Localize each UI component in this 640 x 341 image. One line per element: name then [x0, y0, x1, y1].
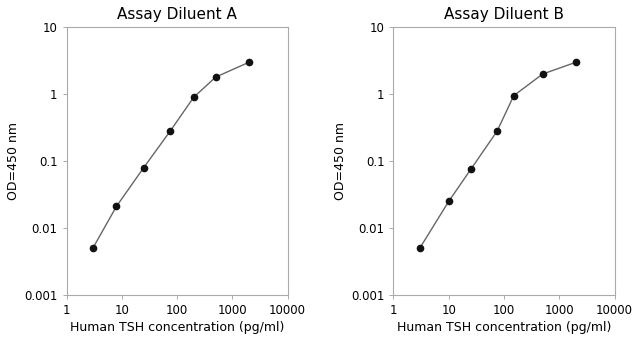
Y-axis label: OD=450 nm: OD=450 nm [334, 122, 347, 200]
Title: Assay Diluent A: Assay Diluent A [117, 7, 237, 22]
X-axis label: Human TSH concentration (pg/ml): Human TSH concentration (pg/ml) [70, 321, 284, 334]
X-axis label: Human TSH concentration (pg/ml): Human TSH concentration (pg/ml) [397, 321, 611, 334]
Title: Assay Diluent B: Assay Diluent B [444, 7, 564, 22]
Y-axis label: OD=450 nm: OD=450 nm [7, 122, 20, 200]
